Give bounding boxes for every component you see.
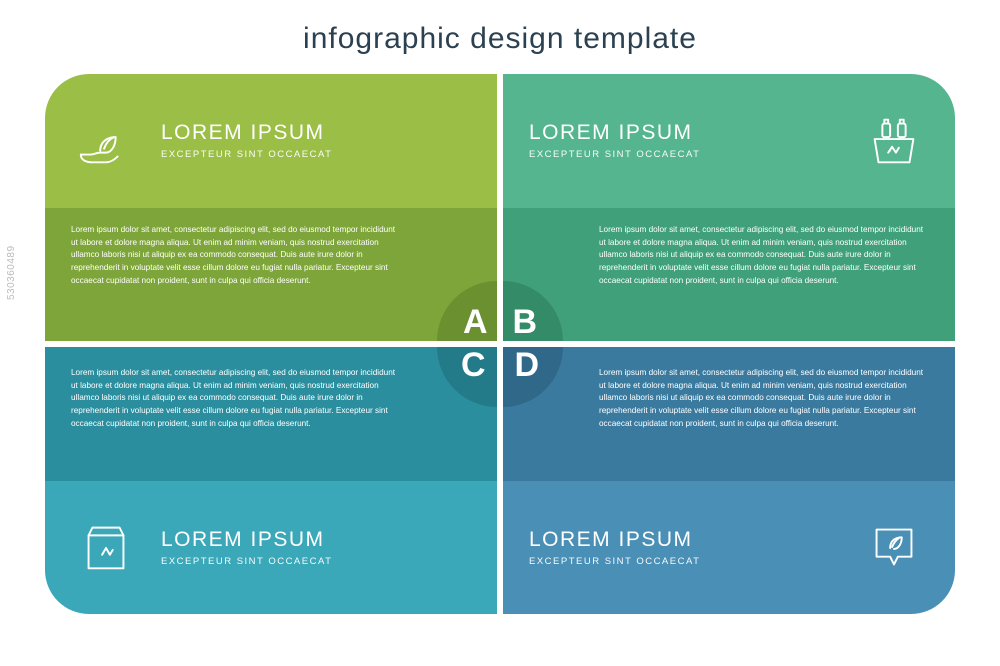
card-a-titles: LOREM IPSUM EXCEPTEUR SINT OCCAECAT [161,121,471,160]
page-title: infographic design template [0,0,1000,74]
card-c-title: LOREM IPSUM [161,528,471,552]
recycle-bin-bottles-icon [859,106,929,176]
infographic-grid: LOREM IPSUM EXCEPTEUR SINT OCCAECAT Lore… [45,74,955,614]
card-c-titles: LOREM IPSUM EXCEPTEUR SINT OCCAECAT [161,528,471,567]
card-a: LOREM IPSUM EXCEPTEUR SINT OCCAECAT Lore… [45,74,497,341]
badge-b-letter: B [512,303,537,341]
card-c-body: Lorem ipsum dolor sit amet, consectetur … [71,367,401,431]
card-c-header: LOREM IPSUM EXCEPTEUR SINT OCCAECAT [45,481,497,615]
recycle-box-icon [71,512,141,582]
badge-c-letter: C [461,347,486,385]
card-d: LOREM IPSUM EXCEPTEUR SINT OCCAECAT Lore… [503,347,955,614]
card-b-body: Lorem ipsum dolor sit amet, consectetur … [599,224,929,288]
card-a-subtitle: EXCEPTEUR SINT OCCAECAT [161,149,471,160]
badge-a-letter: A [463,303,488,341]
watermark-id: 530360489 [6,245,17,300]
badge-d-letter: D [514,347,539,385]
card-a-title: LOREM IPSUM [161,121,471,145]
card-d-header: LOREM IPSUM EXCEPTEUR SINT OCCAECAT [503,481,955,615]
card-b: LOREM IPSUM EXCEPTEUR SINT OCCAECAT Lore… [503,74,955,341]
card-d-title: LOREM IPSUM [529,528,839,552]
card-b-subtitle: EXCEPTEUR SINT OCCAECAT [529,149,839,160]
card-c-subtitle: EXCEPTEUR SINT OCCAECAT [161,556,471,567]
card-b-titles: LOREM IPSUM EXCEPTEUR SINT OCCAECAT [529,121,839,160]
card-b-title: LOREM IPSUM [529,121,839,145]
card-b-header: LOREM IPSUM EXCEPTEUR SINT OCCAECAT [503,74,955,208]
card-c: LOREM IPSUM EXCEPTEUR SINT OCCAECAT Lore… [45,347,497,614]
card-a-body: Lorem ipsum dolor sit amet, consectetur … [71,224,401,288]
card-d-titles: LOREM IPSUM EXCEPTEUR SINT OCCAECAT [529,528,839,567]
card-d-body: Lorem ipsum dolor sit amet, consectetur … [599,367,929,431]
card-a-header: LOREM IPSUM EXCEPTEUR SINT OCCAECAT [45,74,497,208]
leaf-location-icon [859,512,929,582]
hand-leaf-icon [71,106,141,176]
card-d-subtitle: EXCEPTEUR SINT OCCAECAT [529,556,839,567]
